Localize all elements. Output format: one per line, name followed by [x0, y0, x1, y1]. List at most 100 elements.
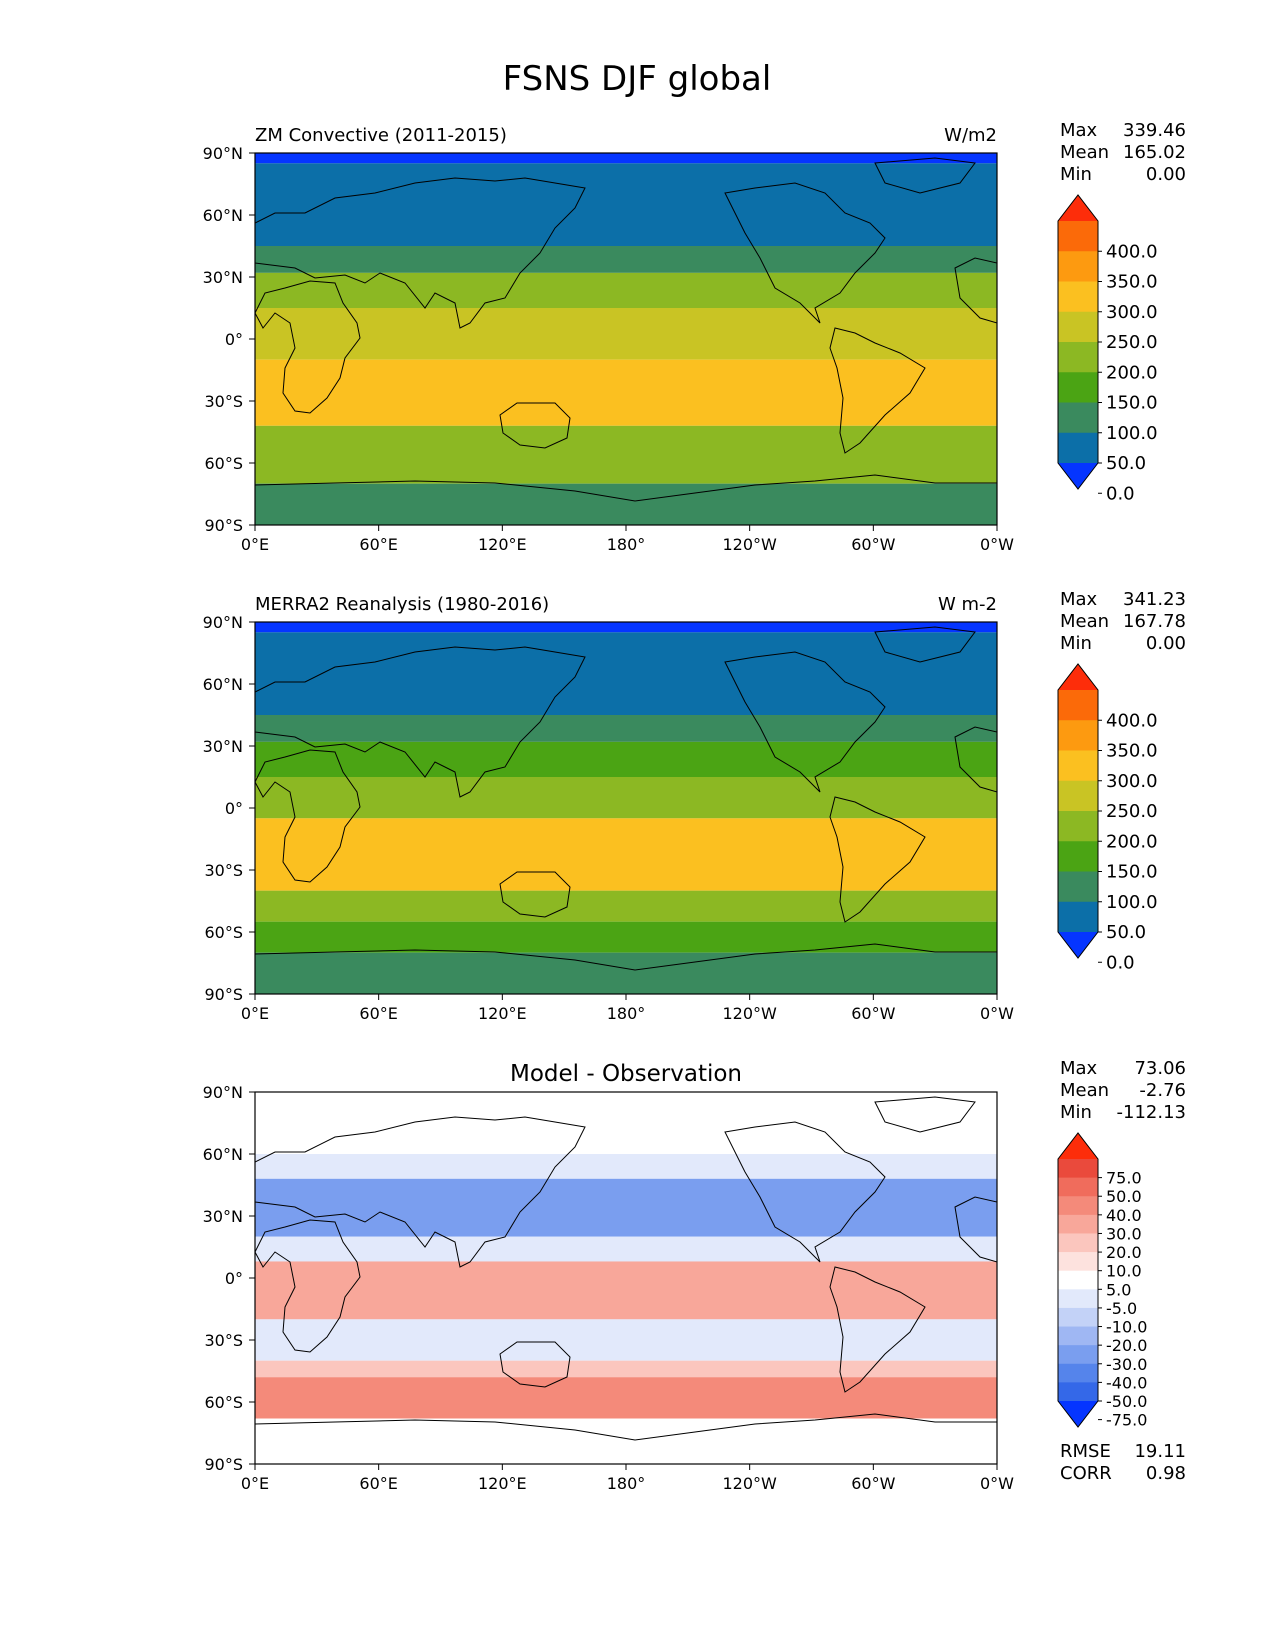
- zonal-band: [255, 1261, 997, 1320]
- lat-tick-label: 30°S: [204, 1331, 243, 1350]
- colorbar-observation: 400.0 350.0 300.0 250.0 200.0 150.0 100.0 50.0 0…: [1057, 663, 1158, 973]
- colorbar-label: 100.0: [1106, 423, 1158, 444]
- lon-tick-label: 120°W: [722, 535, 777, 554]
- panel-observation: MERRA2 Reanalysis (1980-2016) W m-2 90°N…: [203, 594, 1015, 1023]
- lon-tick-label: 0°E: [241, 1474, 269, 1493]
- lon-axis: 0°E 60°E 120°E 180° 120°W 60°W 0°W: [241, 994, 1014, 1023]
- lat-tick-label: 90°N: [203, 613, 243, 632]
- colorbar-label: 400.0: [1106, 710, 1158, 731]
- zonal-band: [255, 777, 997, 819]
- colorbar-segment: [1058, 720, 1098, 751]
- colorbar-label: 400.0: [1106, 241, 1158, 262]
- lat-tick-label: 60°S: [204, 454, 243, 473]
- colorbar-difference: 75.050.040.030.020.010.05.0-5.0-10.0-20.…: [1057, 1132, 1147, 1430]
- colorbar-label: 75.0: [1106, 1169, 1142, 1188]
- lat-tick-label: 90°S: [204, 516, 243, 535]
- colorbar-label: -50.0: [1106, 1392, 1147, 1411]
- stat-max-label: Max: [1060, 589, 1098, 610]
- stat-mean-value: -2.76: [1139, 1080, 1186, 1101]
- zonal-band: [255, 1178, 997, 1237]
- corr-label: CORR: [1060, 1463, 1112, 1484]
- colorbar-segment: [1058, 1382, 1098, 1402]
- colorbar-extend-min: [1058, 932, 1098, 958]
- colorbar-label: 50.0: [1106, 922, 1146, 943]
- colorbar-label: 350.0: [1106, 272, 1158, 293]
- lon-tick-label: 60°E: [359, 535, 397, 554]
- panel-model: ZM Convective (2011-2015) W/m2 90°N 60°N 3…: [203, 125, 1015, 554]
- colorbar-label: -30.0: [1106, 1355, 1147, 1374]
- lon-tick-label: 60°W: [851, 1004, 895, 1023]
- colorbar-segment: [1058, 251, 1098, 282]
- lat-tick-label: 30°N: [203, 737, 243, 756]
- colorbar-segment: [1058, 1345, 1098, 1365]
- colorbar-segment: [1058, 871, 1098, 903]
- map-field: [255, 622, 997, 994]
- zonal-band: [255, 1360, 997, 1378]
- colorbar-segment: [1058, 1307, 1098, 1328]
- corr-value: 0.98: [1146, 1463, 1186, 1484]
- colorbar-label: -5.0: [1106, 1299, 1137, 1318]
- metrics-difference: RMSE 19.11 CORR 0.98: [1060, 1441, 1186, 1484]
- colorbar-extend-min: [1058, 463, 1098, 489]
- colorbar-segment: [1058, 1159, 1098, 1179]
- lon-axis: 0°E 60°E 120°E 180° 120°W 60°W 0°W: [241, 525, 1014, 554]
- zonal-band: [255, 1154, 997, 1179]
- colorbar-segment: [1058, 281, 1098, 313]
- panel-units: W m-2: [938, 594, 997, 615]
- lat-tick-label: 90°S: [204, 1455, 243, 1474]
- colorbar-label: 50.0: [1106, 453, 1146, 474]
- colorbar-segment: [1058, 841, 1098, 872]
- stats-observation: Max 341.23 Mean 167.78 Min 0.00: [1060, 589, 1186, 654]
- colorbar-label: -75.0: [1106, 1411, 1147, 1430]
- zonal-band: [255, 1319, 997, 1361]
- lat-tick-label: 90°N: [203, 1083, 243, 1102]
- lon-tick-label: 120°E: [478, 535, 527, 554]
- panel-units: W/m2: [944, 125, 997, 146]
- colorbar-segment: [1058, 1177, 1098, 1197]
- lat-tick-label: 30°S: [204, 392, 243, 411]
- colorbar-segment: [1058, 1363, 1098, 1383]
- stat-min-label: Min: [1060, 1102, 1092, 1123]
- colorbar-label: 350.0: [1106, 741, 1158, 762]
- lon-tick-label: 120°E: [478, 1004, 527, 1023]
- panel-title: MERRA2 Reanalysis (1980-2016): [255, 594, 549, 615]
- lat-tick-label: 60°S: [204, 923, 243, 942]
- lat-axis: 90°N 60°N 30°N 0° 30°S 60°S 90°S: [203, 1083, 255, 1474]
- stat-mean-value: 167.78: [1123, 611, 1186, 632]
- zonal-band: [255, 715, 997, 742]
- lon-tick-label: 180°: [607, 535, 646, 554]
- colorbar-segment: [1058, 750, 1098, 782]
- lon-tick-label: 0°W: [980, 1474, 1014, 1493]
- colorbar-segment: [1058, 372, 1098, 403]
- colorbar-label: 300.0: [1106, 771, 1158, 792]
- stat-min-label: Min: [1060, 164, 1092, 185]
- colorbar-label: 250.0: [1106, 801, 1158, 822]
- lat-tick-label: 90°N: [203, 144, 243, 163]
- colorbar-model: 400.0 350.0 300.0 250.0 200.0 150.0 100.0 50.0 0…: [1057, 194, 1158, 504]
- stat-max-value: 73.06: [1134, 1058, 1186, 1079]
- lon-tick-label: 0°W: [980, 1004, 1014, 1023]
- colorbar-extend-max: [1058, 1133, 1098, 1159]
- rmse-value: 19.11: [1134, 1441, 1186, 1462]
- stat-max-label: Max: [1060, 1058, 1098, 1079]
- colorbar-label: 200.0: [1106, 831, 1158, 852]
- lat-tick-label: 0°: [225, 330, 243, 349]
- colorbar-segment: [1058, 402, 1098, 434]
- stat-min-value: 0.00: [1146, 633, 1186, 654]
- colorbar-label: 250.0: [1106, 332, 1158, 353]
- zonal-band: [255, 632, 997, 715]
- zonal-band: [255, 1236, 997, 1262]
- colorbar-segment: [1058, 1196, 1098, 1216]
- colorbar-segment: [1058, 811, 1098, 842]
- lon-tick-label: 120°W: [722, 1474, 777, 1493]
- stat-max-value: 339.46: [1123, 120, 1186, 141]
- lat-tick-label: 60°N: [203, 1145, 243, 1164]
- zonal-band: [255, 272, 997, 308]
- lon-tick-label: 0°E: [241, 535, 269, 554]
- lat-tick-label: 0°: [225, 799, 243, 818]
- colorbar-label: 50.0: [1106, 1187, 1142, 1206]
- colorbar-segment: [1058, 221, 1098, 252]
- colorbar-label: 150.0: [1106, 393, 1158, 414]
- colorbar-segment: [1058, 311, 1098, 343]
